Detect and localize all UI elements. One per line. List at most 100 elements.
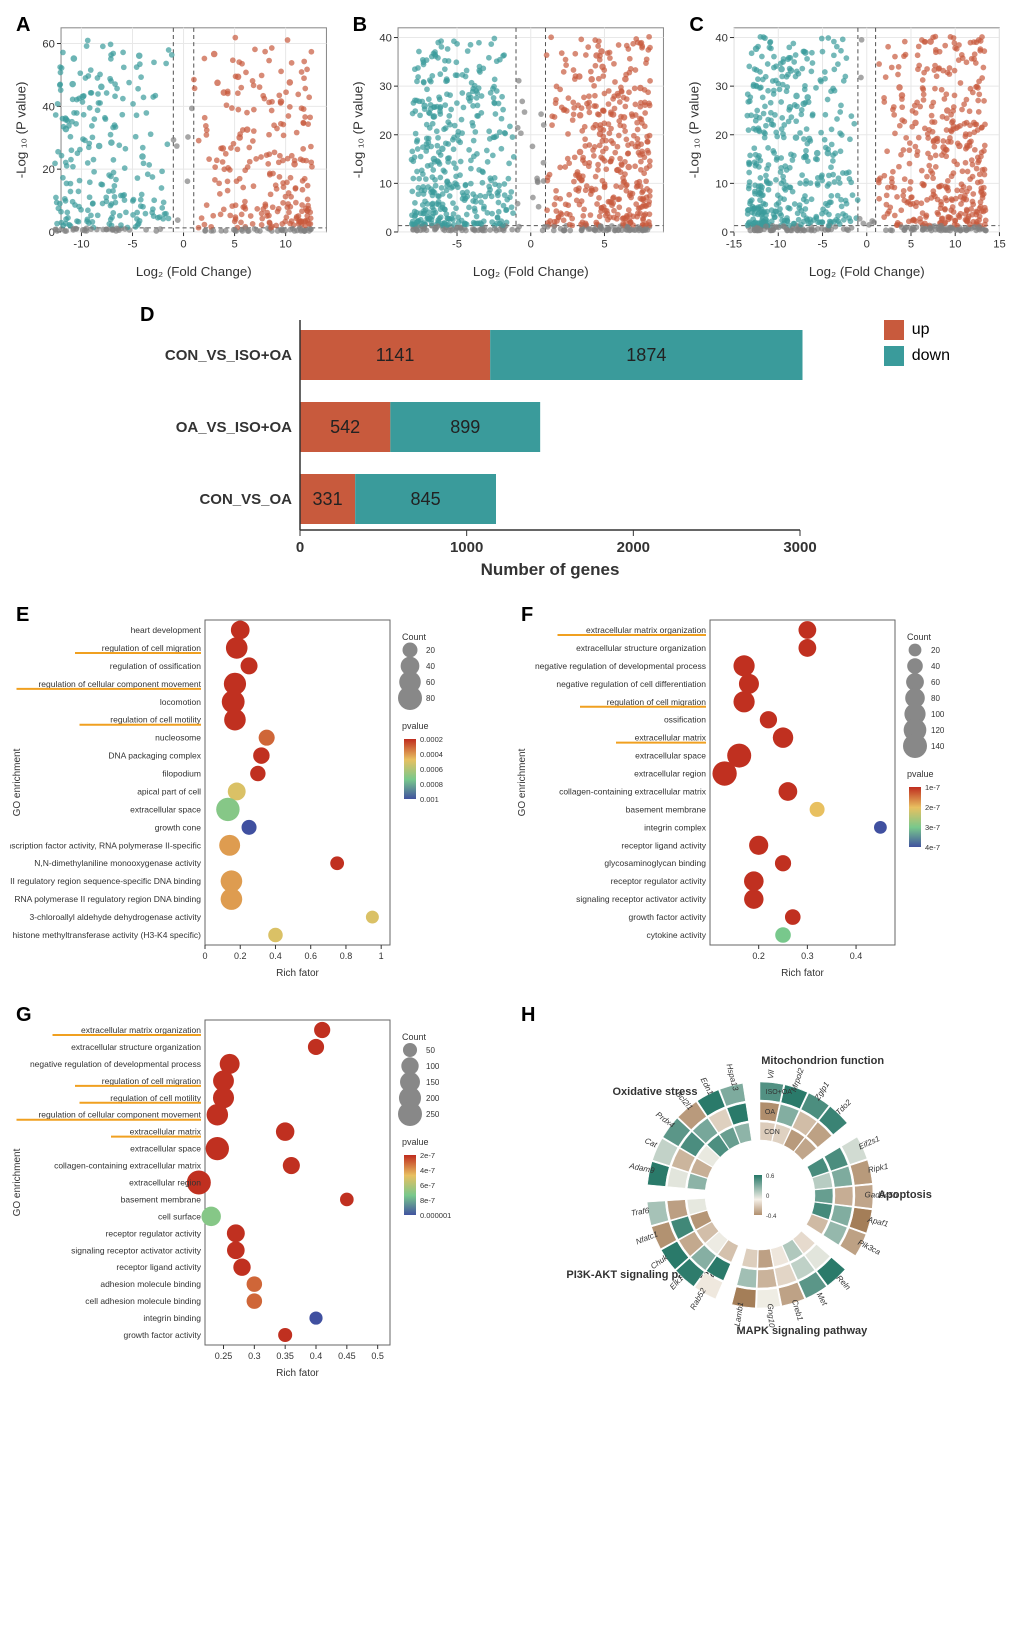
svg-text:10: 10 bbox=[716, 178, 728, 190]
svg-text:4e-7: 4e-7 bbox=[925, 843, 940, 852]
svg-text:899: 899 bbox=[450, 417, 480, 437]
svg-text:Reln: Reln bbox=[835, 1274, 853, 1293]
svg-text:collagen-containing extracellu: collagen-containing extracellular matrix bbox=[54, 1161, 202, 1171]
volcano-plot-c: -15-10-5051015010203040Log₂ (Fold Change… bbox=[683, 10, 1010, 280]
go-plot-f: extracellular matrix organization extrace… bbox=[515, 600, 1005, 980]
go-plot-e: heart development regulation of cell migr… bbox=[10, 600, 500, 980]
go-row-ef: E heart developmentregulation of cell mi… bbox=[10, 600, 1010, 980]
svg-text:200: 200 bbox=[426, 1094, 440, 1103]
panel-label-a: A bbox=[16, 14, 30, 37]
svg-text:1: 1 bbox=[379, 951, 384, 961]
svg-text:0.0004: 0.0004 bbox=[420, 750, 443, 759]
svg-text:0.6: 0.6 bbox=[766, 1174, 775, 1180]
svg-text:2e-7: 2e-7 bbox=[925, 803, 940, 812]
panel-h: H Mitochondrion functionVilMrpol2Zglp1Td… bbox=[515, 1000, 1005, 1380]
volcano-plot-a: -10-505100204060Log₂ (Fold Change)-Log ₁… bbox=[10, 10, 337, 280]
svg-text:negative regulation of cell di: negative regulation of cell differentiat… bbox=[556, 679, 706, 689]
legend-up: up bbox=[884, 320, 950, 340]
panel-d: D 11411874CON_VS_ISO+OA542899OA_VS_ISO+O… bbox=[10, 300, 1010, 580]
svg-text:20: 20 bbox=[379, 130, 391, 142]
svg-text:0.3: 0.3 bbox=[801, 951, 814, 961]
panel-a: A -10-505100204060Log₂ (Fold Change)-Log… bbox=[10, 10, 337, 280]
svg-text:OA: OA bbox=[765, 1109, 775, 1116]
svg-text:Apaf1: Apaf1 bbox=[866, 1215, 889, 1229]
svg-text:histone methyltransferase acti: histone methyltransferase activity (H3-K… bbox=[13, 930, 202, 940]
svg-text:Eif2s1: Eif2s1 bbox=[857, 1134, 881, 1151]
panel-label-h: H bbox=[521, 1004, 535, 1027]
svg-text:20: 20 bbox=[716, 130, 728, 142]
svg-text:regulation of cell migration: regulation of cell migration bbox=[102, 1076, 201, 1086]
svg-text:60: 60 bbox=[42, 39, 54, 51]
svg-text:5: 5 bbox=[231, 238, 237, 250]
svg-text:Tdo2: Tdo2 bbox=[834, 1098, 854, 1118]
svg-text:Pik3ca: Pik3ca bbox=[856, 1238, 882, 1257]
svg-text:40: 40 bbox=[931, 662, 940, 671]
svg-text:0: 0 bbox=[180, 238, 186, 250]
svg-text:DNA-binding transcription fact: DNA-binding transcription factor activit… bbox=[10, 841, 202, 851]
svg-text:extracellular region: extracellular region bbox=[634, 769, 706, 779]
svg-text:-0.4: -0.4 bbox=[766, 1214, 777, 1220]
svg-text:extracellular space: extracellular space bbox=[635, 751, 706, 761]
svg-text:140: 140 bbox=[931, 742, 945, 751]
svg-text:regulation of cell migration: regulation of cell migration bbox=[607, 697, 706, 707]
svg-text:basement membrane: basement membrane bbox=[121, 1195, 202, 1205]
svg-text:regulation of cell migration: regulation of cell migration bbox=[102, 643, 201, 653]
svg-text:0: 0 bbox=[527, 238, 533, 250]
svg-text:cytokine activity: cytokine activity bbox=[646, 930, 706, 940]
panel-e: E heart developmentregulation of cell mi… bbox=[10, 600, 500, 980]
svg-text:Log₂ (Fold Change): Log₂ (Fold Change) bbox=[136, 264, 252, 279]
svg-text:extracellular matrix organizat: extracellular matrix organization bbox=[81, 1025, 201, 1035]
svg-text:0: 0 bbox=[864, 238, 870, 250]
svg-text:growth factor activity: growth factor activity bbox=[629, 912, 707, 922]
panel-label-f: F bbox=[521, 604, 533, 627]
svg-text:adhesion molecule binding: adhesion molecule binding bbox=[100, 1280, 201, 1290]
svg-text:Rab52: Rab52 bbox=[688, 1286, 708, 1311]
svg-text:OA_VS_ISO+OA: OA_VS_ISO+OA bbox=[176, 419, 292, 436]
svg-text:0.2: 0.2 bbox=[752, 951, 765, 961]
svg-text:0.0008: 0.0008 bbox=[420, 780, 443, 789]
svg-text:Number of genes: Number of genes bbox=[481, 560, 620, 579]
svg-text:2000: 2000 bbox=[617, 539, 650, 556]
swatch-down bbox=[884, 346, 904, 366]
svg-text:pvalue: pvalue bbox=[402, 1137, 429, 1147]
svg-text:heart development: heart development bbox=[131, 625, 202, 635]
svg-text:0: 0 bbox=[766, 1194, 770, 1200]
svg-text:extracellular matrix organizat: extracellular matrix organization bbox=[586, 625, 706, 635]
svg-text:extracellular space: extracellular space bbox=[130, 1144, 201, 1154]
svg-text:glycosaminoglycan binding: glycosaminoglycan binding bbox=[604, 859, 706, 869]
svg-text:3-chloroallyl aldehyde dehydro: 3-chloroallyl aldehyde dehydrogenase act… bbox=[29, 912, 201, 922]
svg-text:845: 845 bbox=[411, 489, 441, 509]
svg-text:extracellular structure organi: extracellular structure organization bbox=[576, 643, 706, 653]
svg-text:150: 150 bbox=[426, 1078, 440, 1087]
legend-d: up down bbox=[884, 320, 950, 372]
svg-text:-5: -5 bbox=[128, 238, 138, 250]
svg-text:extracellular matrix: extracellular matrix bbox=[130, 1127, 202, 1137]
svg-text:10: 10 bbox=[949, 238, 961, 250]
svg-text:GO enrichment: GO enrichment bbox=[12, 749, 23, 817]
svg-text:CON_VS_ISO+OA: CON_VS_ISO+OA bbox=[165, 347, 292, 364]
svg-text:Nfatc1: Nfatc1 bbox=[634, 1230, 659, 1247]
svg-text:Edn1: Edn1 bbox=[699, 1076, 716, 1097]
svg-text:GO enrichment: GO enrichment bbox=[12, 1149, 23, 1217]
panel-label-c: C bbox=[689, 14, 703, 37]
svg-text:Mitochondrion function: Mitochondrion function bbox=[761, 1056, 884, 1068]
svg-text:10: 10 bbox=[279, 238, 291, 250]
svg-text:Log₂ (Fold Change): Log₂ (Fold Change) bbox=[809, 264, 925, 279]
svg-text:5: 5 bbox=[908, 238, 914, 250]
svg-text:2e-7: 2e-7 bbox=[420, 1151, 435, 1160]
svg-text:4e-7: 4e-7 bbox=[420, 1166, 435, 1175]
svg-text:Gng10: Gng10 bbox=[766, 1304, 777, 1329]
svg-text:pvalue: pvalue bbox=[907, 769, 934, 779]
go-plot-g: extracellular matrix organization extrace… bbox=[10, 1000, 500, 1380]
svg-text:basement membrane: basement membrane bbox=[626, 805, 707, 815]
svg-text:40: 40 bbox=[379, 33, 391, 45]
svg-text:regulation of cell motility: regulation of cell motility bbox=[110, 715, 201, 725]
svg-text:0.6: 0.6 bbox=[304, 951, 317, 961]
panel-label-b: B bbox=[353, 14, 367, 37]
panel-d-row: D 11411874CON_VS_ISO+OA542899OA_VS_ISO+O… bbox=[10, 300, 1010, 580]
svg-text:15: 15 bbox=[994, 238, 1006, 250]
svg-text:RNA polymerase II regulatory r: RNA polymerase II regulatory region sequ… bbox=[10, 877, 201, 887]
svg-text:collagen-containing extracellu: collagen-containing extracellular matrix bbox=[559, 787, 707, 797]
volcano-row: A -10-505100204060Log₂ (Fold Change)-Log… bbox=[10, 10, 1010, 280]
legend-up-label: up bbox=[912, 321, 930, 339]
